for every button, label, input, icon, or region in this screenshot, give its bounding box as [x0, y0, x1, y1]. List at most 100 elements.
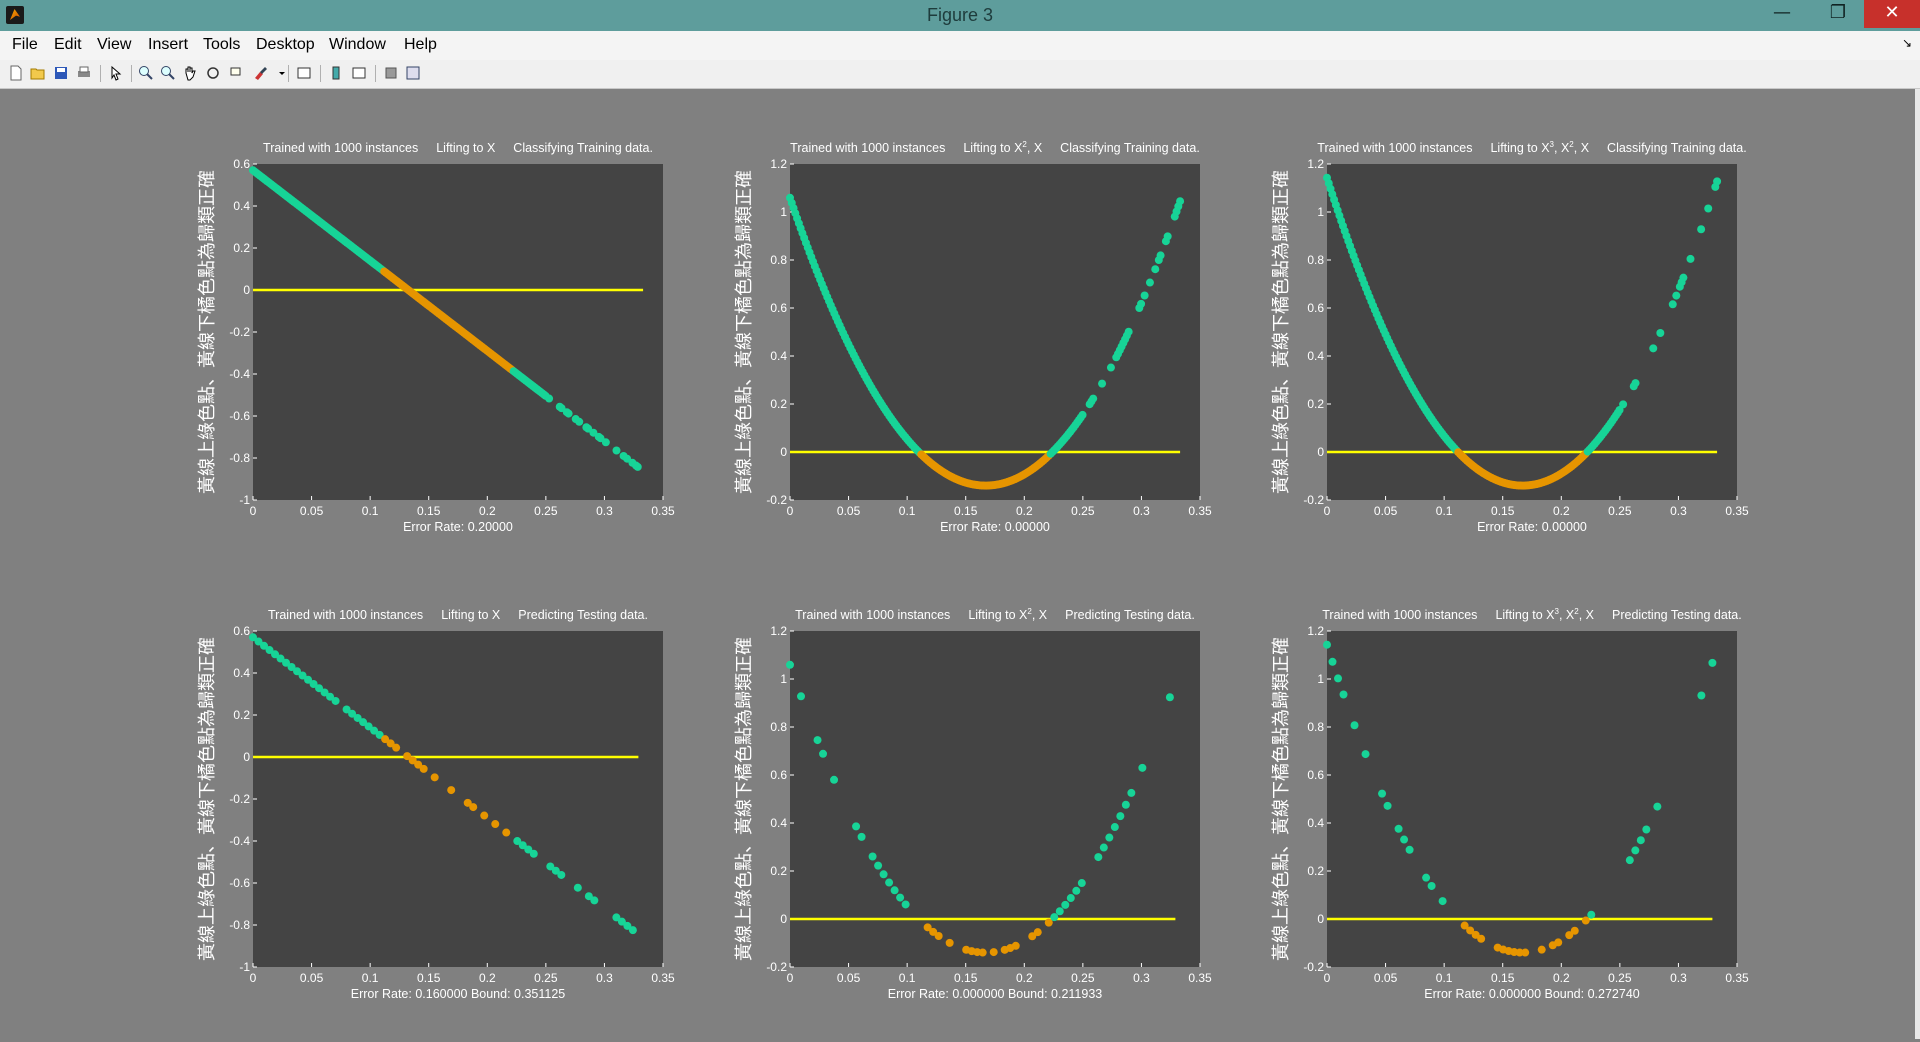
data-point-green [617, 917, 626, 926]
subplot-5[interactable]: Trained with 1000 instances Lifting to X2… [734, 607, 1212, 1001]
axes-background [1327, 631, 1737, 967]
data-point-green [1713, 177, 1722, 186]
data-point-orange [430, 773, 439, 782]
insert-colorbar-icon[interactable] [328, 65, 344, 81]
data-point-green [1631, 379, 1640, 388]
data-point-green [1625, 856, 1634, 865]
x-axis-label: Error Rate: 0.00000 [1477, 520, 1587, 534]
data-point-green [353, 713, 362, 722]
y-tick-label: 0.6 [770, 768, 787, 782]
minimize-button[interactable]: — [1773, 2, 1791, 23]
menu-desktop[interactable]: Desktop [256, 36, 315, 53]
hide-plot-tools-icon[interactable] [383, 65, 399, 81]
data-point-green [342, 705, 351, 714]
data-point-green [1089, 394, 1098, 403]
x-axis-label: Error Rate: 0.000000 Bound: 0.272740 [1424, 987, 1639, 1001]
data-point-orange [934, 932, 943, 941]
data-point-green [590, 896, 599, 905]
maximize-button[interactable]: ❐ [1829, 2, 1847, 23]
subplot-2[interactable]: Trained with 1000 instances Lifting to X2… [734, 140, 1212, 534]
x-tick-label: 0 [787, 971, 794, 985]
y-tick-label: 0.8 [1307, 253, 1324, 267]
close-button[interactable]: ✕ [1864, 0, 1920, 28]
x-tick-label: 0.05 [1374, 971, 1398, 985]
data-point-green [304, 675, 313, 684]
pan-icon[interactable] [182, 65, 198, 81]
brush-dropdown-icon[interactable] [274, 65, 285, 81]
link-plot-icon[interactable] [296, 65, 312, 81]
x-tick-label: 0 [250, 971, 257, 985]
menu-window[interactable]: Window [329, 36, 386, 53]
zoom-in-icon[interactable] [138, 65, 154, 81]
menu-file[interactable]: File [12, 36, 38, 53]
data-point-orange [403, 752, 412, 761]
x-tick-label: 0.35 [1188, 971, 1212, 985]
data-point-green [874, 861, 883, 870]
show-plot-tools-icon[interactable] [405, 65, 421, 81]
y-tick-label: -1 [239, 493, 250, 507]
figure-toolbar [0, 60, 1920, 89]
menu-edit[interactable]: Edit [54, 36, 82, 53]
y-tick-label: 1.2 [770, 157, 787, 171]
data-point-orange [989, 948, 998, 957]
y-tick-label: -1 [239, 960, 250, 974]
data-point-green [545, 394, 554, 403]
data-point-orange [381, 735, 390, 744]
subplot-3[interactable]: Trained with 1000 instances Lifting to X3… [1271, 140, 1749, 534]
data-point-orange [419, 764, 428, 773]
data-point-green [1323, 640, 1331, 649]
data-point-green [524, 845, 533, 854]
data-point-green [1098, 379, 1107, 388]
menu-help[interactable]: Help [404, 36, 437, 53]
x-tick-label: 0.25 [534, 504, 558, 518]
x-tick-label: 0.2 [1016, 971, 1033, 985]
y-tick-label: 0.4 [233, 666, 250, 680]
open-file-icon[interactable] [30, 65, 46, 81]
y-tick-label: 0 [243, 750, 250, 764]
menu-tools[interactable]: Tools [203, 36, 241, 53]
new-figure-icon[interactable] [8, 65, 24, 81]
y-tick-label: 0.8 [770, 720, 787, 734]
data-point-green [1137, 299, 1146, 308]
save-icon[interactable] [53, 65, 69, 81]
print-icon[interactable] [76, 65, 92, 81]
x-tick-label: 0.2 [1553, 504, 1570, 518]
x-tick-label: 0.35 [1725, 971, 1749, 985]
data-point-green [1636, 836, 1645, 845]
x-tick-label: 0.2 [1016, 504, 1033, 518]
x-tick-label: 0.2 [479, 504, 496, 518]
x-tick-label: 0.25 [534, 971, 558, 985]
y-tick-label: -0.8 [229, 918, 250, 932]
y-tick-label: 0.4 [1307, 349, 1324, 363]
menu-insert[interactable]: Insert [148, 36, 189, 53]
x-tick-label: 0.1 [899, 971, 916, 985]
y-tick-label: 1 [1317, 205, 1324, 219]
x-tick-label: 0.3 [596, 504, 613, 518]
zoom-out-icon[interactable] [160, 65, 176, 81]
x-tick-label: 0.3 [596, 971, 613, 985]
subplot-6[interactable]: Trained with 1000 instances Lifting to X3… [1271, 607, 1749, 1001]
insert-legend-icon[interactable] [351, 65, 367, 81]
y-tick-label: -0.4 [229, 367, 250, 381]
data-point-green [573, 883, 582, 892]
plot-title: Trained with 1000 instances Lifting to X3… [1317, 140, 1746, 155]
data-point-green [1328, 657, 1337, 666]
title-bar[interactable]: Figure 3 — ❐ ✕ [0, 0, 1920, 31]
select-arrow-icon[interactable] [108, 65, 124, 81]
data-point-green [1165, 693, 1174, 702]
menu-view[interactable]: View [97, 36, 132, 53]
dock-arrow-icon[interactable]: ↘ [1901, 36, 1912, 50]
y-tick-label: 0.2 [1307, 397, 1324, 411]
data-cursor-icon[interactable] [228, 65, 244, 81]
data-point-green [1061, 900, 1070, 909]
brush-icon[interactable] [252, 65, 268, 81]
rotate-3d-icon[interactable] [205, 65, 221, 81]
y-tick-label: -0.2 [1303, 960, 1324, 974]
data-point-green [260, 641, 269, 650]
data-point-green [1378, 789, 1387, 798]
y-tick-label: 1 [780, 205, 787, 219]
